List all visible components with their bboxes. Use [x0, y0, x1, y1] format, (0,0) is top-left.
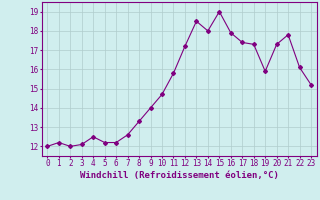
X-axis label: Windchill (Refroidissement éolien,°C): Windchill (Refroidissement éolien,°C)	[80, 171, 279, 180]
